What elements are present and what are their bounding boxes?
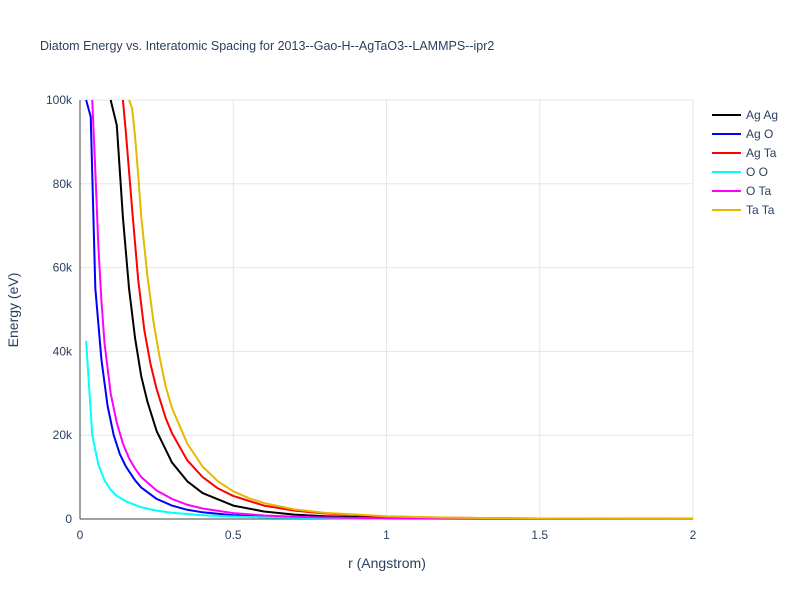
x-tick-label: 1.5 — [531, 528, 548, 542]
legend-label: Ag O — [746, 127, 773, 141]
y-tick-label: 40k — [53, 344, 73, 358]
legend-item-ta-ta[interactable]: Ta Ta — [712, 203, 775, 217]
chart-title: Diatom Energy vs. Interatomic Spacing fo… — [40, 39, 494, 53]
y-tick-label: 20k — [53, 428, 73, 442]
legend-item-ag-ag[interactable]: Ag Ag — [712, 108, 778, 122]
y-tick-label: 60k — [53, 261, 73, 275]
legend[interactable]: Ag Ag Ag O Ag Ta O O O Ta Ta Ta — [712, 108, 778, 217]
y-tick-label: 80k — [53, 177, 73, 191]
gridlines — [80, 99, 694, 519]
x-tick-label: 0.5 — [225, 528, 242, 542]
legend-label: O Ta — [746, 184, 771, 198]
legend-label: Ag Ta — [746, 146, 777, 160]
series-line-o-ta[interactable] — [91, 99, 693, 520]
legend-item-o-o[interactable]: O O — [712, 165, 768, 179]
x-tick-label: 0 — [77, 528, 84, 542]
y-axis-label: Energy (eV) — [5, 273, 21, 348]
y-axis-ticks: 0 20k 40k 60k 80k 100k — [46, 93, 73, 526]
y-tick-label: 0 — [65, 512, 72, 526]
x-tick-label: 1 — [383, 528, 390, 542]
y-tick-label: 100k — [46, 93, 73, 107]
x-tick-label: 2 — [690, 528, 697, 542]
plot-area[interactable] — [85, 99, 693, 520]
legend-item-o-ta[interactable]: O Ta — [712, 184, 771, 198]
legend-label: O O — [746, 165, 768, 179]
legend-label: Ag Ag — [746, 108, 778, 122]
legend-item-ag-o[interactable]: Ag O — [712, 127, 773, 141]
legend-label: Ta Ta — [746, 203, 775, 217]
legend-item-ag-ta[interactable]: Ag Ta — [712, 146, 777, 160]
x-axis-label: r (Angstrom) — [348, 555, 426, 571]
x-axis-ticks: 0 0.5 1 1.5 2 — [77, 528, 697, 542]
series-line-ta-ta[interactable] — [128, 99, 693, 520]
